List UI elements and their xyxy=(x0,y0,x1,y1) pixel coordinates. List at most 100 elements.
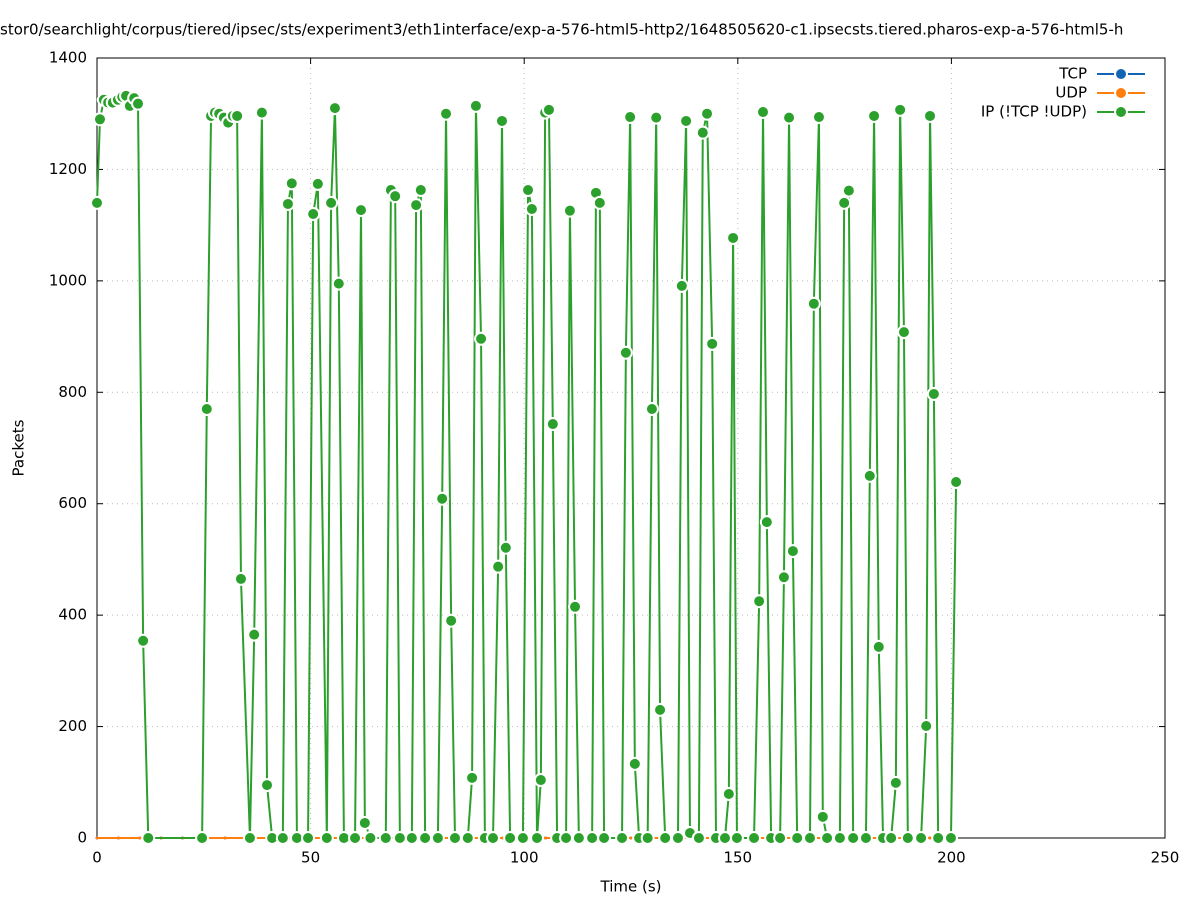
data-point xyxy=(562,203,577,218)
data-point xyxy=(460,831,475,845)
data-point xyxy=(674,278,689,293)
data-point xyxy=(592,195,607,210)
data-point xyxy=(756,105,771,120)
data-point xyxy=(790,831,805,845)
data-point xyxy=(729,831,744,845)
legend-label: IP (!TCP !UDP) xyxy=(981,103,1087,121)
x-axis-label: Time (s) xyxy=(600,878,662,896)
data-point xyxy=(378,831,393,845)
data-point xyxy=(92,112,107,127)
y-tick-label: 0 xyxy=(77,829,87,847)
y-tick-label: 1400 xyxy=(49,49,87,67)
data-point xyxy=(717,831,732,845)
data-point xyxy=(284,176,299,191)
y-axis-label: Packets xyxy=(10,419,28,476)
data-point xyxy=(888,775,903,790)
data-point xyxy=(884,831,899,845)
data-point xyxy=(486,831,501,845)
data-point xyxy=(931,831,946,845)
x-tick-label: 100 xyxy=(510,849,539,867)
data-point xyxy=(468,98,483,113)
data-point xyxy=(545,417,560,432)
data-point xyxy=(474,331,489,346)
data-point xyxy=(136,633,151,648)
data-point xyxy=(811,110,826,125)
data-point xyxy=(846,831,861,845)
data-point xyxy=(413,183,428,198)
data-point xyxy=(837,195,852,210)
x-tick-label: 200 xyxy=(937,849,966,867)
data-point xyxy=(254,105,269,120)
data-point xyxy=(862,468,877,483)
data-point xyxy=(465,770,480,785)
data-point xyxy=(444,613,459,628)
data-point xyxy=(896,325,911,340)
data-point xyxy=(629,836,633,840)
data-point xyxy=(533,773,548,788)
data-point xyxy=(926,386,941,401)
data-point xyxy=(418,831,433,845)
data-point xyxy=(521,183,536,198)
data-point xyxy=(802,831,817,845)
data-point xyxy=(893,102,908,117)
data-point xyxy=(409,198,424,213)
data-point xyxy=(498,540,513,555)
data-point xyxy=(275,831,290,845)
data-point xyxy=(858,831,873,845)
data-point xyxy=(301,831,316,845)
data-point xyxy=(324,195,339,210)
data-point xyxy=(530,831,545,845)
data-point xyxy=(524,201,539,216)
data-point xyxy=(491,559,506,574)
data-point xyxy=(773,831,788,845)
data-point xyxy=(306,207,321,221)
data-point xyxy=(900,831,915,845)
data-point xyxy=(515,831,530,845)
legend-marker xyxy=(1114,105,1128,119)
data-point xyxy=(90,195,104,210)
data-point xyxy=(195,831,210,845)
data-point xyxy=(705,336,720,351)
data-point xyxy=(430,831,445,845)
data-point xyxy=(280,196,295,211)
data-point xyxy=(354,203,369,218)
data-point xyxy=(752,594,767,609)
data-point xyxy=(131,96,146,111)
data-point xyxy=(260,778,275,793)
data-point xyxy=(721,786,736,801)
data-point xyxy=(392,831,407,845)
data-point xyxy=(439,106,454,121)
data-point xyxy=(247,627,262,642)
data-point xyxy=(832,831,847,845)
legend-marker xyxy=(1114,67,1128,81)
data-point xyxy=(388,189,403,204)
data-point xyxy=(541,102,556,117)
data-point xyxy=(494,113,509,128)
data-point xyxy=(116,836,120,840)
data-point xyxy=(571,831,586,845)
data-point xyxy=(585,831,600,845)
data-point xyxy=(806,296,821,311)
x-tick-label: 250 xyxy=(1151,849,1180,867)
data-point xyxy=(653,702,668,717)
data-point xyxy=(782,110,797,125)
data-point xyxy=(348,831,363,845)
data-point xyxy=(447,831,462,845)
data-point xyxy=(695,125,710,140)
data-point xyxy=(776,570,791,585)
y-tick-label: 400 xyxy=(58,606,87,624)
y-tick-label: 1000 xyxy=(49,271,87,289)
y-tick-label: 600 xyxy=(58,494,87,512)
data-point xyxy=(404,831,419,845)
data-point xyxy=(435,491,450,506)
data-point xyxy=(141,831,156,845)
data-point xyxy=(815,809,830,824)
chart-title: stor0/searchlight/corpus/tiered/ipsec/st… xyxy=(0,21,1123,39)
data-point xyxy=(759,515,774,530)
y-tick-label: 1200 xyxy=(49,160,87,178)
y-tick-label: 200 xyxy=(58,717,87,735)
legend-marker xyxy=(1114,86,1128,100)
data-point xyxy=(923,108,938,123)
